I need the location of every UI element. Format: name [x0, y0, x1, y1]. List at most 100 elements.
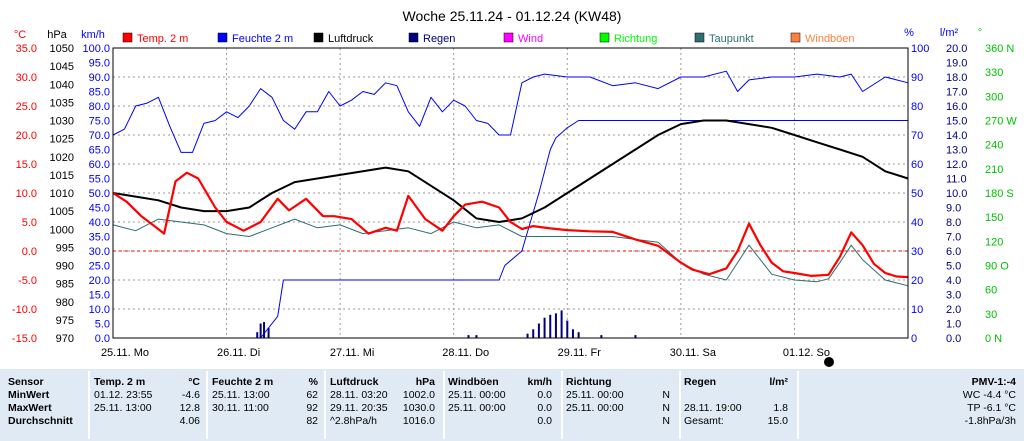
direction-unit-label: ° — [978, 27, 982, 39]
plot-frame — [112, 47, 909, 339]
temp-tick-label: -10.0 — [12, 304, 37, 316]
rain-value: 15.0 — [767, 415, 788, 427]
temp-value: 4.06 — [179, 415, 200, 427]
wind-tick-label: 80.0 — [89, 101, 110, 113]
row-label: Durchschnitt — [8, 415, 73, 427]
rain-tick-label: 15.0 — [946, 116, 967, 128]
wind-tick-label: 50.0 — [89, 188, 110, 200]
temp-tick-label: -5.0 — [18, 275, 37, 287]
pressure-tick-label: 1050 — [50, 43, 74, 55]
rain-tick-label: 11.0 — [946, 174, 967, 186]
rain-bar — [560, 310, 563, 338]
wind-tick-label: 60.0 — [89, 159, 110, 171]
pressure-value: 1002.0 — [402, 389, 435, 401]
gust-value: 0.0 — [537, 389, 552, 401]
right-axes: % l/m² °100908070605040302010020.019.018.0… — [904, 27, 1017, 345]
rain-tick-label: 13.0 — [946, 145, 967, 157]
temp-tick-label: -15.0 — [12, 333, 37, 345]
temp-tick-label: 35.0 — [16, 43, 37, 55]
pressure-tick-label: 990 — [56, 261, 74, 273]
left-axes: °C hPa km/h 35.0 30.0 25.0 20.0 15.0 10.0 5.0 0.0 -… — [12, 29, 110, 345]
rain-value: 1.8 — [773, 402, 788, 414]
humidity-tick-label: 10 — [911, 304, 923, 316]
feuchte-2-m-series-line — [112, 70, 909, 153]
wind-tick-label: 10.0 — [89, 304, 110, 316]
rain-bar — [537, 323, 540, 338]
gust-unit-header: km/h — [527, 376, 552, 388]
pmv-value: WC -4.4 °C — [962, 389, 1016, 401]
wind-tick-label: 90.0 — [89, 72, 110, 84]
wind-tick-label: 30.0 — [89, 246, 110, 258]
pmv-value: -1.8hPa/3h — [964, 415, 1016, 427]
direction-tick-label: 90 O — [985, 261, 1009, 273]
x-axis-day-labels: 25.11. Mo 26.11. Di 27.11. Mi 28.11. Do 29.1… — [101, 347, 830, 359]
rain-tick-label: 6.0 — [946, 246, 961, 258]
rain-tick-label: 20.0 — [946, 43, 967, 55]
column-separator — [206, 371, 208, 439]
day-label: 01.12. So — [783, 347, 830, 359]
pressure-tick-label: 1040 — [50, 79, 74, 91]
rain-tick-label: 8.0 — [946, 217, 961, 229]
pmv-header: PMV-1:-4 — [971, 376, 1016, 388]
luftdruck-series-line — [112, 119, 909, 223]
pressure-tick-label: 980 — [56, 297, 74, 309]
legend-swatch — [503, 32, 514, 43]
gust-time: 25.11. 00:00 — [448, 402, 506, 414]
rain-tick-label: 12.0 — [946, 159, 967, 171]
rain-unit-label: l/m² — [940, 27, 959, 39]
rain-tick-label: 10.0 — [946, 188, 967, 200]
pressure-tick-label: 975 — [56, 315, 74, 327]
temp-value: -4.6 — [181, 389, 200, 401]
pressure-tick-label: 1035 — [50, 97, 74, 109]
humidity-unit-label: % — [904, 27, 914, 39]
rain-bar — [549, 314, 552, 338]
wind-tick-label: 70.0 — [89, 130, 110, 142]
rain-tick-label: 19.0 — [946, 58, 967, 70]
humidity-tick-label: 50 — [911, 188, 923, 200]
pressure-value: 1016.0 — [402, 415, 435, 427]
humidity-header: Feuchte 2 m — [212, 376, 274, 388]
pressure-time: 29.11. 20:35 — [330, 402, 388, 414]
direction-tick-label: 30 — [985, 309, 997, 321]
wind-tick-label: 95.0 — [89, 58, 110, 70]
rain-unit-header: l/m² — [769, 376, 788, 388]
rain-bar — [566, 320, 569, 338]
humidity-value: 92 — [306, 402, 318, 414]
wind-tick-label: 40.0 — [89, 217, 110, 229]
wind-unit-label: km/h — [81, 29, 105, 41]
wind-tick-label: 75.0 — [89, 116, 110, 128]
rain-bar — [634, 335, 637, 338]
pressure-value: 1030.0 — [402, 402, 435, 414]
pressure-tick-label: 1010 — [50, 188, 74, 200]
humidity-tick-label: 70 — [911, 130, 923, 142]
legend-swatch — [408, 32, 419, 43]
pressure-tick-label: 1005 — [50, 206, 74, 218]
statistics-table: Sensor Temp. 2 m °C Feuchte 2 m% Luftdruck hP… — [0, 369, 1024, 441]
legend-label: Taupunkt — [709, 33, 754, 45]
legend-swatch — [122, 32, 133, 43]
humidity-value: 82 — [306, 415, 318, 427]
gust-header: Windböen — [448, 376, 499, 388]
rain-time: 28.11. 19:00 — [684, 402, 742, 414]
wind-tick-label: 20.0 — [89, 275, 110, 287]
pressure-time: 28.11. 03:20 — [330, 389, 388, 401]
rain-tick-label: 2.0 — [946, 304, 961, 316]
legend-label: Feuchte 2 m — [232, 33, 293, 45]
rain-bar — [256, 332, 259, 338]
direction-tick-label: 210 — [985, 164, 1003, 176]
taupunkt-series-line — [112, 218, 909, 287]
pressure-tick-label: 1030 — [50, 116, 74, 128]
rain-tick-label: 16.0 — [946, 101, 967, 113]
temp-tick-label: 15.0 — [16, 159, 37, 171]
direction-tick-label: 120 — [985, 236, 1003, 248]
direction-value: N — [662, 415, 670, 427]
temp-tick-label: 20.0 — [16, 130, 37, 142]
column-separator — [443, 371, 445, 439]
legend-label: Regen — [423, 33, 455, 45]
gust-time: 25.11. 00:00 — [448, 389, 506, 401]
temp-unit-label: °C — [14, 29, 26, 41]
pressure-tick-label: 1045 — [50, 61, 74, 73]
rain-bar — [554, 313, 557, 338]
humidity-time: 30.11. 11:00 — [212, 402, 269, 414]
legend-swatch — [790, 32, 801, 43]
